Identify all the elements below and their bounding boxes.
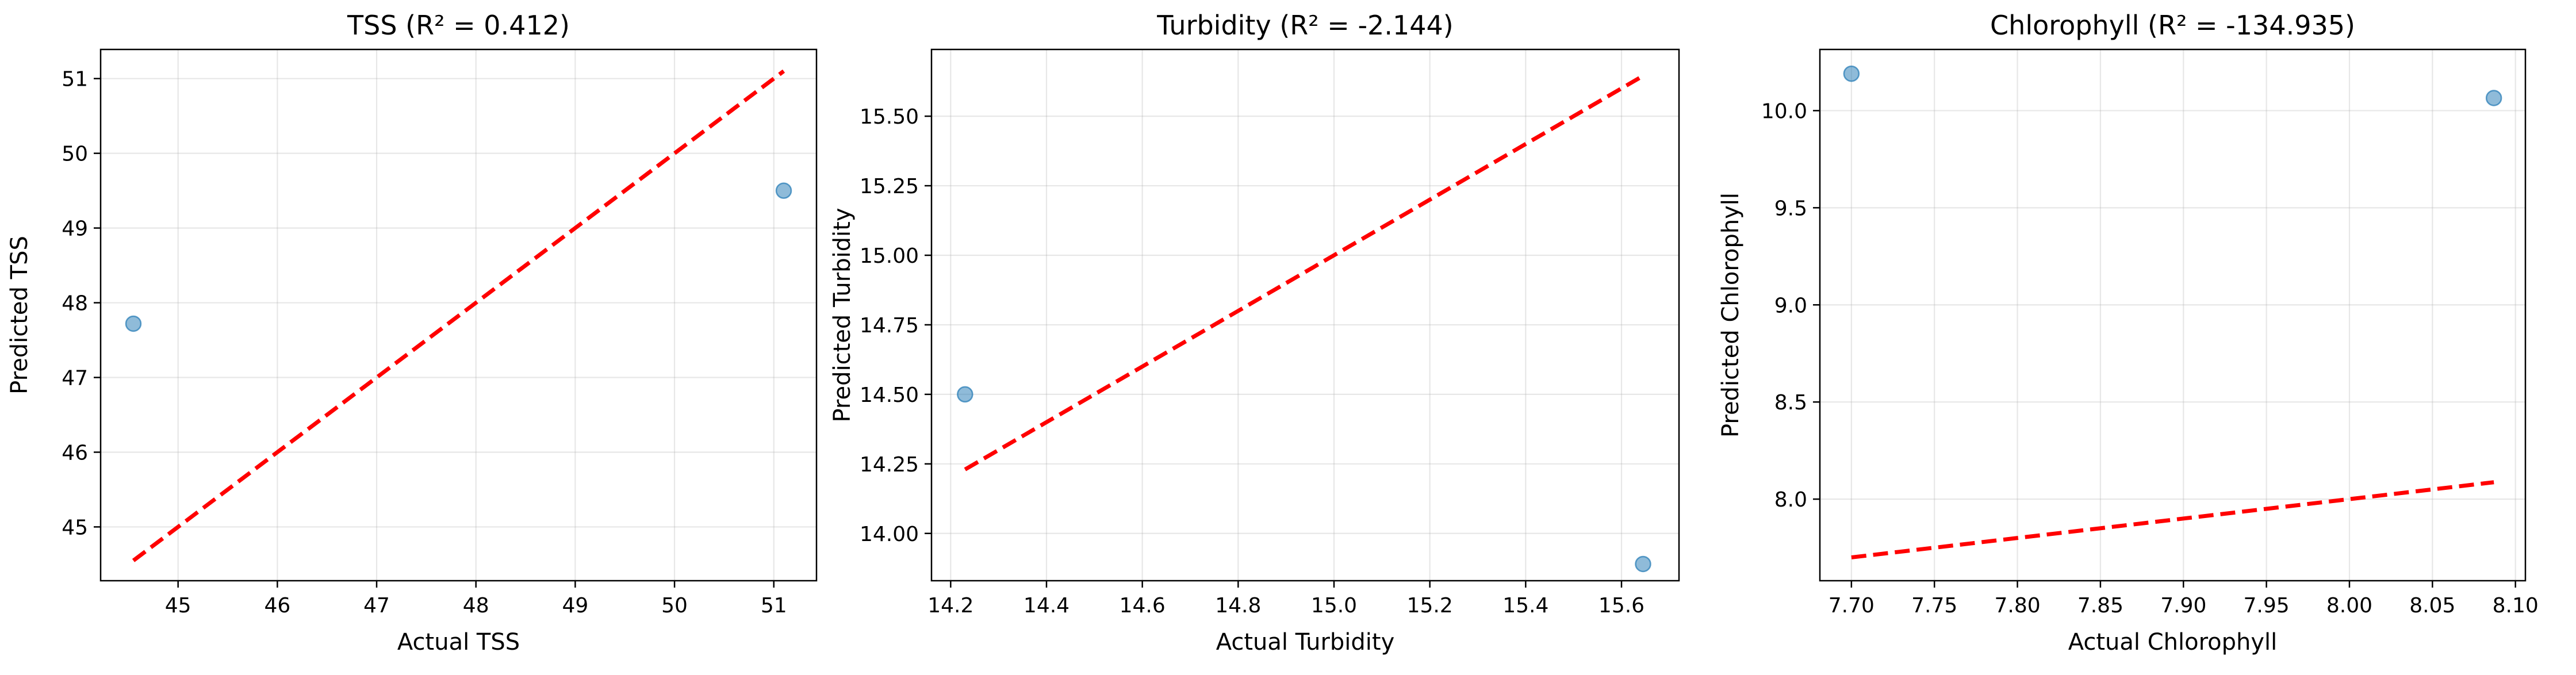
x-axis-label: Actual TSS bbox=[397, 629, 520, 655]
x-tick-label: 48 bbox=[463, 594, 489, 618]
reference-line bbox=[964, 74, 1644, 471]
x-tick-label: 7.95 bbox=[2244, 594, 2290, 618]
x-tick-label: 46 bbox=[264, 594, 290, 618]
y-axis-label: Predicted Chlorophyll bbox=[1718, 193, 1744, 438]
x-tick-label: 7.85 bbox=[2077, 594, 2123, 618]
y-tick-label: 10.0 bbox=[1761, 99, 1807, 123]
x-axis-label: Actual Turbidity bbox=[1216, 629, 1395, 655]
y-tick-label: 15.50 bbox=[860, 105, 919, 129]
x-tick-label: 51 bbox=[761, 594, 787, 618]
y-tick-label: 14.00 bbox=[860, 523, 919, 546]
plot-frame bbox=[1819, 48, 2527, 582]
y-tick-label: 8.5 bbox=[1774, 391, 1807, 415]
y-tick-label: 51 bbox=[62, 68, 88, 91]
x-tick-label: 7.75 bbox=[1911, 594, 1957, 618]
y-axis-label: Predicted Turbidity bbox=[829, 208, 856, 422]
y-tick-label: 8.0 bbox=[1774, 488, 1807, 512]
plot-frame bbox=[99, 48, 818, 582]
chart-panel-2: 14.2 14.4 14.6 14.8 15.0 15.2 15.4 15.6 14.00 14.… bbox=[829, 10, 1680, 655]
x-tick-label: 8.05 bbox=[2409, 594, 2455, 618]
x-tick-label: 15.6 bbox=[1598, 594, 1644, 618]
y-tick-label: 9.5 bbox=[1774, 197, 1807, 220]
plot-frame bbox=[930, 48, 1680, 582]
y-tick-label: 14.25 bbox=[860, 453, 919, 477]
x-tick-label: 14.4 bbox=[1023, 594, 1070, 618]
reference-line bbox=[132, 69, 785, 562]
chart-title: TSS (R² = 0.412) bbox=[347, 10, 570, 41]
y-tick-label: 50 bbox=[62, 143, 88, 166]
chart-title: Turbidity (R² = -2.144) bbox=[1156, 10, 1453, 41]
chart-title: Chlorophyll (R² = -134.935) bbox=[1990, 10, 2355, 41]
y-tick-label: 9.0 bbox=[1774, 294, 1807, 317]
x-tick-label: 47 bbox=[363, 594, 390, 618]
x-tick-label: 15.0 bbox=[1311, 594, 1357, 618]
y-tick-label: 14.50 bbox=[860, 383, 919, 407]
y-tick-label: 14.75 bbox=[860, 314, 919, 337]
x-tick-label: 14.2 bbox=[927, 594, 973, 618]
x-tick-label: 7.70 bbox=[1828, 594, 1874, 618]
x-tick-label: 15.2 bbox=[1407, 594, 1453, 618]
data-point bbox=[1843, 65, 1860, 82]
chart-panel-1: 45 46 47 48 49 50 51 45 46 47 48 49 50 51 TSS (R² = 0.… bbox=[6, 10, 818, 655]
data-point bbox=[2485, 90, 2502, 106]
y-tick-label: 49 bbox=[62, 217, 88, 241]
x-tick-label: 8.00 bbox=[2326, 594, 2372, 618]
y-tick-label: 46 bbox=[62, 441, 88, 465]
data-point bbox=[1635, 555, 1651, 573]
reference-line bbox=[1851, 480, 2494, 559]
x-tick-label: 50 bbox=[661, 594, 688, 618]
x-tick-label: 7.80 bbox=[1994, 594, 2040, 618]
x-tick-label: 14.8 bbox=[1215, 594, 1261, 618]
y-tick-label: 15.00 bbox=[860, 244, 919, 268]
x-tick-label: 8.10 bbox=[2493, 594, 2539, 618]
data-point bbox=[125, 315, 142, 332]
y-tick-label: 15.25 bbox=[860, 175, 919, 198]
x-axis-label: Actual Chlorophyll bbox=[2068, 629, 2278, 655]
x-tick-label: 14.6 bbox=[1120, 594, 1166, 618]
x-tick-label: 49 bbox=[562, 594, 588, 618]
y-axis-label: Predicted TSS bbox=[6, 236, 33, 394]
chart-panel-3: 7.70 7.75 7.80 7.85 7.90 7.95 8.00 8.05 8.10 8.0 8… bbox=[1718, 10, 2539, 655]
y-tick-label: 45 bbox=[62, 516, 88, 539]
x-tick-label: 7.90 bbox=[2160, 594, 2206, 618]
x-tick-label: 45 bbox=[165, 594, 191, 618]
y-tick-label: 47 bbox=[62, 367, 88, 390]
data-point bbox=[775, 182, 792, 199]
x-tick-label: 15.4 bbox=[1502, 594, 1548, 618]
data-point bbox=[957, 386, 973, 403]
y-tick-label: 48 bbox=[62, 292, 88, 316]
